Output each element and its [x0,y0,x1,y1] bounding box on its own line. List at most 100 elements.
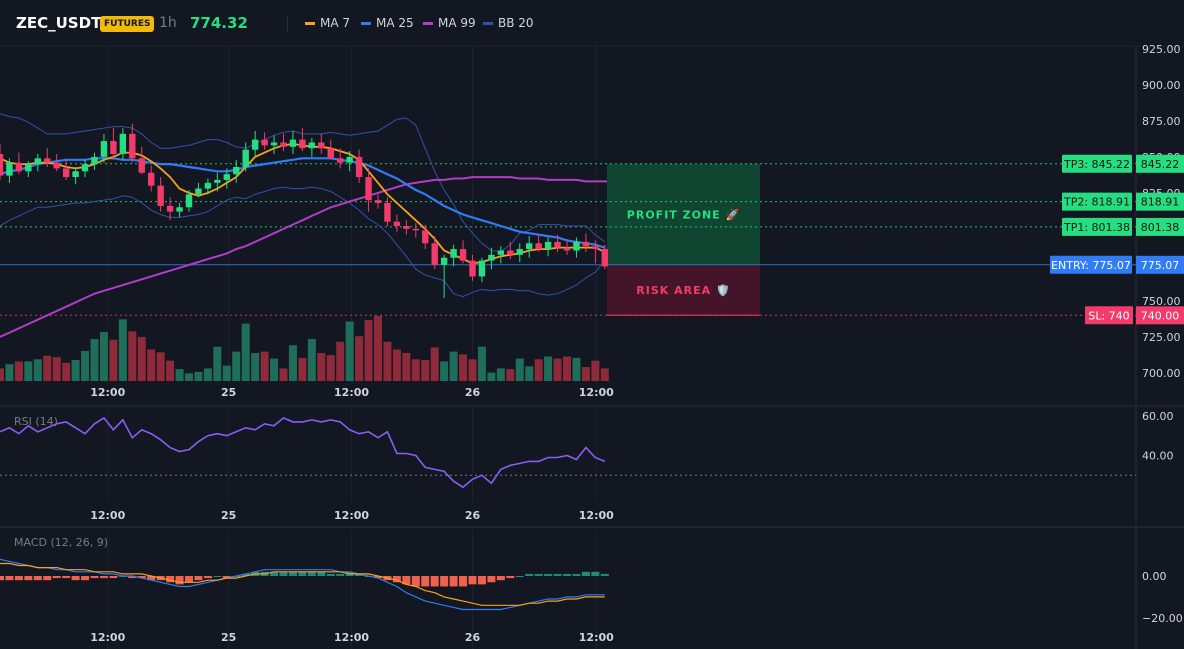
volume-bar [62,362,71,381]
candle-body [403,226,410,229]
legend-ma99-label: MA 99 [438,16,476,30]
time-axis-labels: 12:00 25 12:00 26 12:00 [90,631,614,644]
legend-ma99[interactable]: MA 99 [423,16,476,30]
volume-bar [392,349,401,381]
candle-body [157,185,164,206]
macd-hist-bar [591,571,600,576]
volume-bar [194,371,203,381]
candle-body [507,250,514,255]
volume-bar [374,315,382,381]
macd-hist-bar [468,576,477,585]
tp2-axis-value: 818.91 [1141,196,1180,209]
volume-bar [477,346,486,381]
tp1-tag-label: TP1: 801.38 [1063,221,1130,234]
volume-bar [128,331,137,381]
volume-bar [345,321,354,381]
macd-hist-bar [241,573,250,576]
candle-body [25,164,32,172]
macd-hist-bar [525,573,534,576]
price-tick-label: 700.00 [1142,367,1181,380]
tp2-tag-box [1062,192,1132,211]
macd-hist-bar [553,573,562,576]
timeframe-label[interactable]: 1h [159,15,177,31]
volume-bar [52,357,61,381]
volume-bar [118,319,127,381]
entry-tag-box [1050,255,1132,274]
candle-body [289,139,297,147]
candle-body [431,243,438,265]
tp3-tag-label: TP3: 845.22 [1063,158,1130,171]
candle-body [53,162,60,169]
macd-hist-bar [572,573,581,576]
time-tick-label: 12:00 [334,631,369,644]
sl-tag-label: SL: 740 [1088,309,1129,322]
macd-hist-bar [496,576,505,581]
volume-bar [307,339,316,381]
volume-bar [156,352,165,381]
macd-hist-bar [506,576,515,579]
macd-hist-bar [430,576,439,587]
volume-bar [5,364,14,381]
entry-axis-value: 775.07 [1141,259,1180,272]
volume-bar [572,357,581,381]
macd-hist-bar [326,573,335,576]
candle-body [308,142,316,149]
macd-hist-bar [288,571,297,576]
profit-zone-label: PROFIT ZONE 🚀 [627,208,740,221]
candle-body [299,139,306,149]
legend-ma7[interactable]: MA 7 [305,16,350,30]
candle-body [412,228,419,231]
candle-body [100,141,108,157]
macd-hist-bar [166,576,175,583]
entry-axis-box [1136,255,1184,274]
candle-body [582,241,590,247]
risk-area-box [607,264,760,316]
price-tick-label: 900.00 [1142,79,1181,92]
macd-line [0,558,605,611]
macd-hist-bar [147,576,156,581]
price-tick-label: 875.00 [1142,115,1181,128]
candle-body [440,257,448,265]
candle-body [129,133,136,159]
candle-body [204,182,212,189]
time-tick-label: 12:00 [579,386,614,399]
macd-hist-bar [336,573,345,576]
macd-hist-bar [355,573,364,576]
volume-bar [137,336,146,381]
symbol-title[interactable]: ZEC_USDT [16,14,102,32]
price-axis-labels: 925.00900.00875.00850.00825.00800.00775.… [1142,43,1181,380]
macd-hist-bar [440,576,449,587]
time-tick-label: 26 [465,631,481,644]
candle-body [91,156,98,165]
candle-body [327,148,334,159]
time-tick-label: 12:00 [579,631,614,644]
volume-bar [81,350,90,381]
volume-bar [99,332,108,381]
sl-axis-box [1136,306,1184,325]
tp2-axis-box [1136,192,1184,211]
candle-body [355,156,363,178]
time-tick-label: 25 [221,509,236,522]
rsi-title: RSI (14) [14,415,58,428]
volume-bar [203,368,212,381]
tp3-axis-value: 845.22 [1141,158,1180,171]
macd-hist-bar [14,576,23,581]
macd-tick-label: −20.00 [1142,612,1183,625]
macd-hist-bar [298,571,307,576]
macd-hist-bar [374,576,382,579]
volume-bar [563,356,571,381]
volume-bar [506,369,515,381]
volume-bar [241,323,250,381]
time-tick-label: 12:00 [90,631,125,644]
legend-bb20[interactable]: BB 20 [483,16,534,30]
legend-ma25[interactable]: MA 25 [361,16,414,30]
macd-hist-bar [222,576,231,579]
candle-body [34,158,41,165]
volume-bar [355,336,364,381]
volume-bar [534,359,543,381]
macd-hist-bar [213,576,222,577]
candle-body [592,246,599,250]
macd-hist-bar [81,576,90,581]
volume-bar [581,367,590,381]
